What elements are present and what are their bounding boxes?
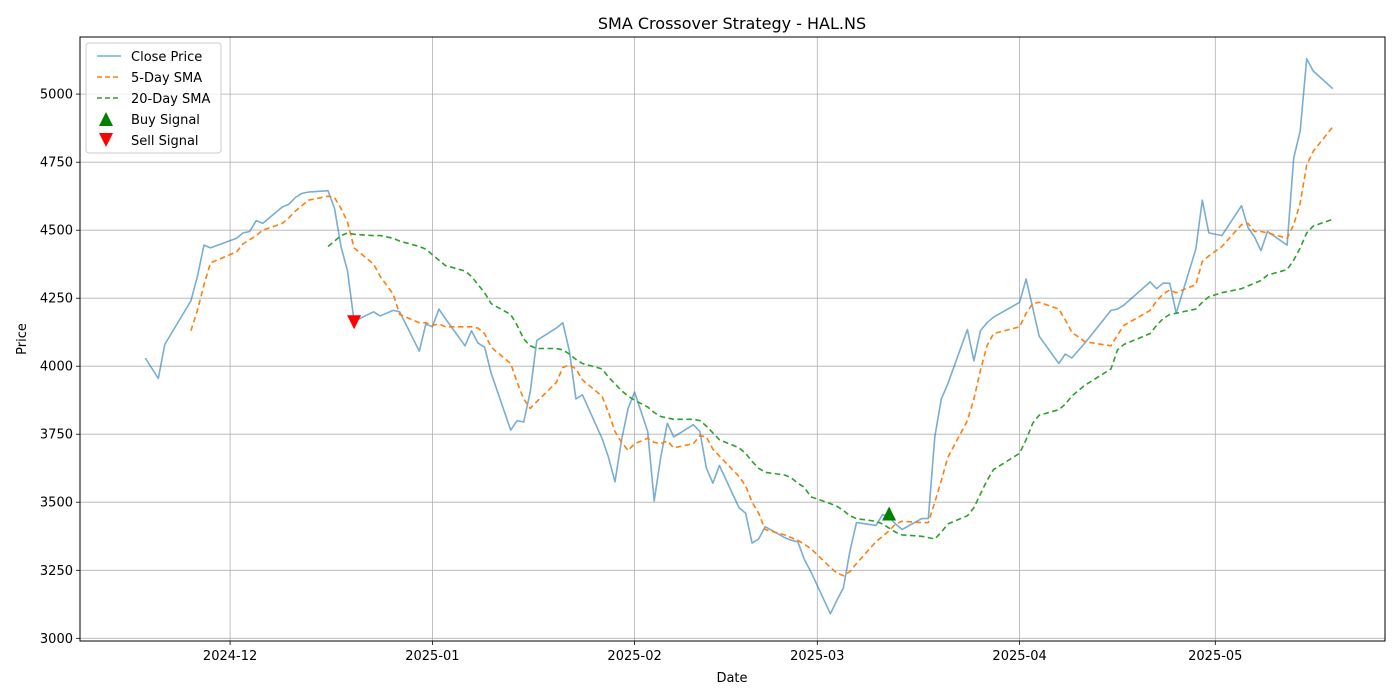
y-tick-label: 4750 (40, 156, 73, 171)
x-tick-label: 2025-01 (405, 649, 459, 664)
y-tick-label: 3750 (40, 428, 73, 443)
y-tick-label: 3250 (40, 564, 73, 579)
y-axis-label: Price (15, 323, 30, 355)
y-tick-label: 3000 (40, 632, 73, 647)
legend-buy-label: Buy Signal (131, 113, 200, 128)
close-price-line (144, 58, 1334, 615)
x-tick-label: 2024-12 (203, 649, 257, 664)
y-axis-ticks: 3000 3250 3500 3750 4000 4250 4500 4750 5000 (40, 88, 80, 647)
legend-sma20-label: 20-Day SMA (131, 92, 211, 107)
chart-title: SMA Crossover Strategy - HAL.NS (598, 14, 866, 33)
legend-box (85, 42, 222, 154)
sma20-line (327, 218, 1334, 540)
y-tick-label: 4000 (40, 360, 73, 375)
y-tick-label: 4250 (40, 292, 73, 307)
legend: Close Price 5-Day SMA 20-Day SMA Buy Sig… (85, 42, 222, 154)
grid-lines (80, 37, 1385, 641)
y-tick-label: 5000 (40, 88, 73, 103)
legend-close-label: Close Price (131, 50, 202, 65)
x-tick-label: 2025-05 (1188, 649, 1242, 664)
sell-signal-marker (347, 315, 362, 330)
x-axis-label: Date (716, 671, 747, 686)
legend-sell-marker (99, 133, 113, 147)
plot-series (144, 58, 1334, 615)
legend-sell-label: Sell Signal (131, 134, 199, 149)
x-tick-label: 2025-04 (992, 649, 1046, 664)
y-tick-label: 4500 (40, 224, 73, 239)
sma5-line (190, 126, 1334, 577)
x-tick-label: 2025-03 (790, 649, 844, 664)
y-tick-label: 3500 (40, 496, 73, 511)
buy-signal-marker (882, 506, 897, 521)
legend-buy-marker (99, 112, 113, 126)
legend-sma5-label: 5-Day SMA (131, 71, 202, 86)
x-axis-ticks: 2024-12 2025-01 2025-02 2025-03 2025-04 2025-… (203, 641, 1242, 664)
plot-frame (79, 36, 1386, 642)
x-tick-label: 2025-02 (607, 649, 661, 664)
